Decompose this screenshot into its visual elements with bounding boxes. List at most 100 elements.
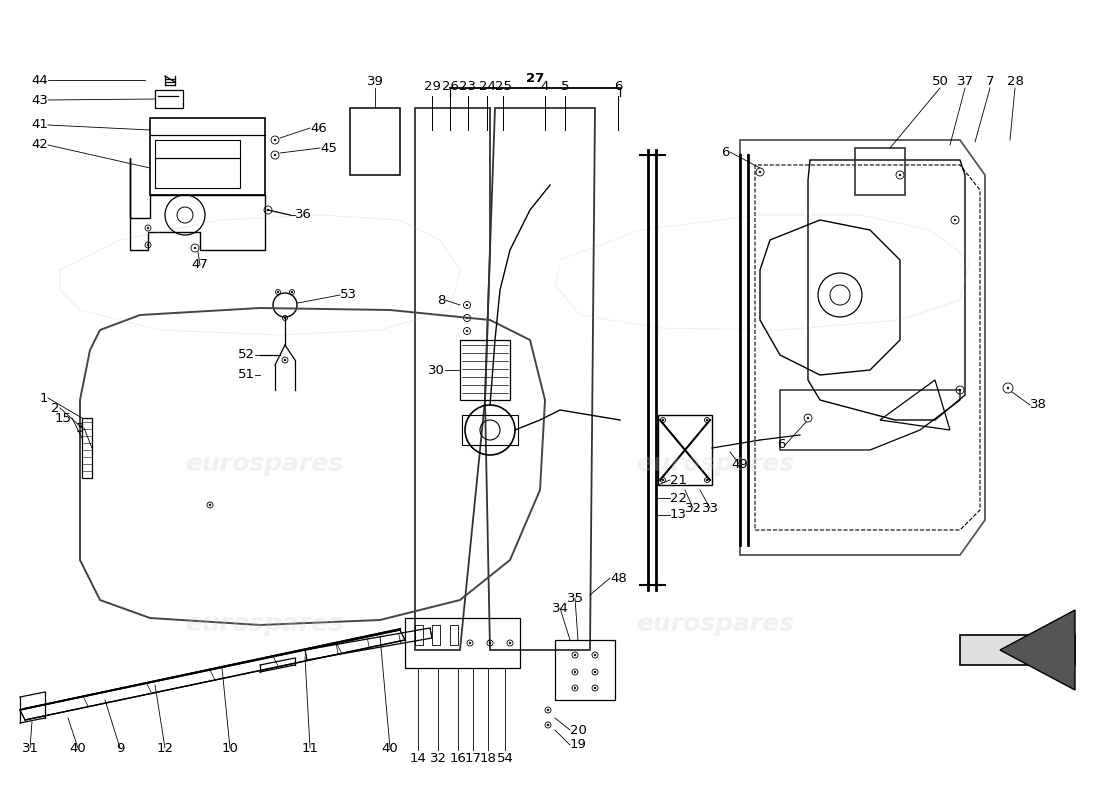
Text: 2: 2 [52,402,60,414]
Text: 17: 17 [464,751,482,765]
Text: 46: 46 [310,122,327,134]
Text: 41: 41 [31,118,48,131]
Circle shape [147,244,148,246]
Text: 26: 26 [441,79,459,93]
Text: 25: 25 [495,79,512,93]
Text: 30: 30 [428,363,446,377]
Circle shape [147,227,148,229]
Text: 32: 32 [429,751,447,765]
Circle shape [899,174,901,176]
Circle shape [594,671,596,673]
Text: 12: 12 [156,742,174,754]
Circle shape [807,417,808,419]
Text: 51: 51 [238,369,255,382]
Text: 6: 6 [722,146,730,158]
Text: 53: 53 [340,289,358,302]
Text: 23: 23 [460,79,476,93]
Text: 18: 18 [480,751,496,765]
Circle shape [194,247,196,249]
Text: 6: 6 [777,438,785,451]
Text: 5: 5 [561,79,570,93]
Bar [415,625,424,645]
Text: 20: 20 [570,723,587,737]
Circle shape [292,291,293,293]
Text: 32: 32 [684,502,702,514]
Circle shape [277,291,279,293]
Text: 35: 35 [566,591,583,605]
Circle shape [274,154,276,156]
Circle shape [466,317,468,319]
Text: 3: 3 [76,422,84,434]
Text: 22: 22 [670,491,688,505]
Text: 40: 40 [69,742,87,754]
Circle shape [706,479,708,481]
Circle shape [662,419,664,421]
Circle shape [574,654,576,656]
Bar [155,140,240,188]
Text: 27: 27 [526,71,544,85]
Text: 6: 6 [614,79,623,93]
Text: 40: 40 [382,742,398,754]
Text: 42: 42 [31,138,48,151]
Text: 38: 38 [1030,398,1047,411]
Text: 49: 49 [732,458,748,471]
Text: eurospares: eurospares [636,612,794,636]
Text: eurospares: eurospares [185,452,343,476]
Text: 33: 33 [702,502,718,514]
Circle shape [1006,387,1009,389]
Circle shape [959,389,961,391]
Text: 47: 47 [191,258,208,271]
Text: 21: 21 [670,474,688,486]
Text: 11: 11 [301,742,319,754]
Circle shape [706,419,708,421]
Text: 16: 16 [450,751,466,765]
Bar [432,625,440,645]
Circle shape [547,709,549,711]
Text: 13: 13 [670,509,688,522]
Circle shape [466,304,468,306]
Text: 28: 28 [1006,75,1023,88]
Text: 14: 14 [409,751,427,765]
Text: 34: 34 [551,602,569,614]
Text: 44: 44 [31,74,48,86]
Text: 36: 36 [295,209,312,222]
Circle shape [662,479,664,481]
Text: 50: 50 [932,75,948,88]
Text: 48: 48 [610,571,627,585]
Circle shape [490,642,491,644]
Circle shape [954,219,956,221]
Bar [450,625,458,645]
Text: 29: 29 [424,79,440,93]
Circle shape [759,171,761,173]
Circle shape [267,209,270,211]
Text: 39: 39 [366,75,384,88]
Circle shape [466,330,468,332]
Text: eurospares: eurospares [185,612,343,636]
Circle shape [574,671,576,673]
Text: 4: 4 [541,79,549,93]
Text: 43: 43 [31,94,48,106]
Circle shape [209,504,211,506]
Polygon shape [1000,610,1075,690]
Circle shape [284,359,286,361]
Text: 52: 52 [238,349,255,362]
Circle shape [274,139,276,141]
Text: 54: 54 [496,751,514,765]
Text: 10: 10 [221,742,239,754]
Bar [155,90,183,108]
Polygon shape [960,635,1075,665]
Text: 15: 15 [55,411,72,425]
Text: 45: 45 [320,142,337,154]
Circle shape [594,687,596,689]
Circle shape [547,724,549,726]
Text: 24: 24 [478,79,495,93]
Circle shape [574,687,576,689]
Text: 8: 8 [437,294,446,306]
Text: 19: 19 [570,738,587,751]
Circle shape [284,317,286,319]
Text: 37: 37 [957,75,974,88]
Text: 7: 7 [986,75,994,88]
Circle shape [509,642,512,644]
Text: 1: 1 [40,391,48,405]
Text: eurospares: eurospares [636,452,794,476]
